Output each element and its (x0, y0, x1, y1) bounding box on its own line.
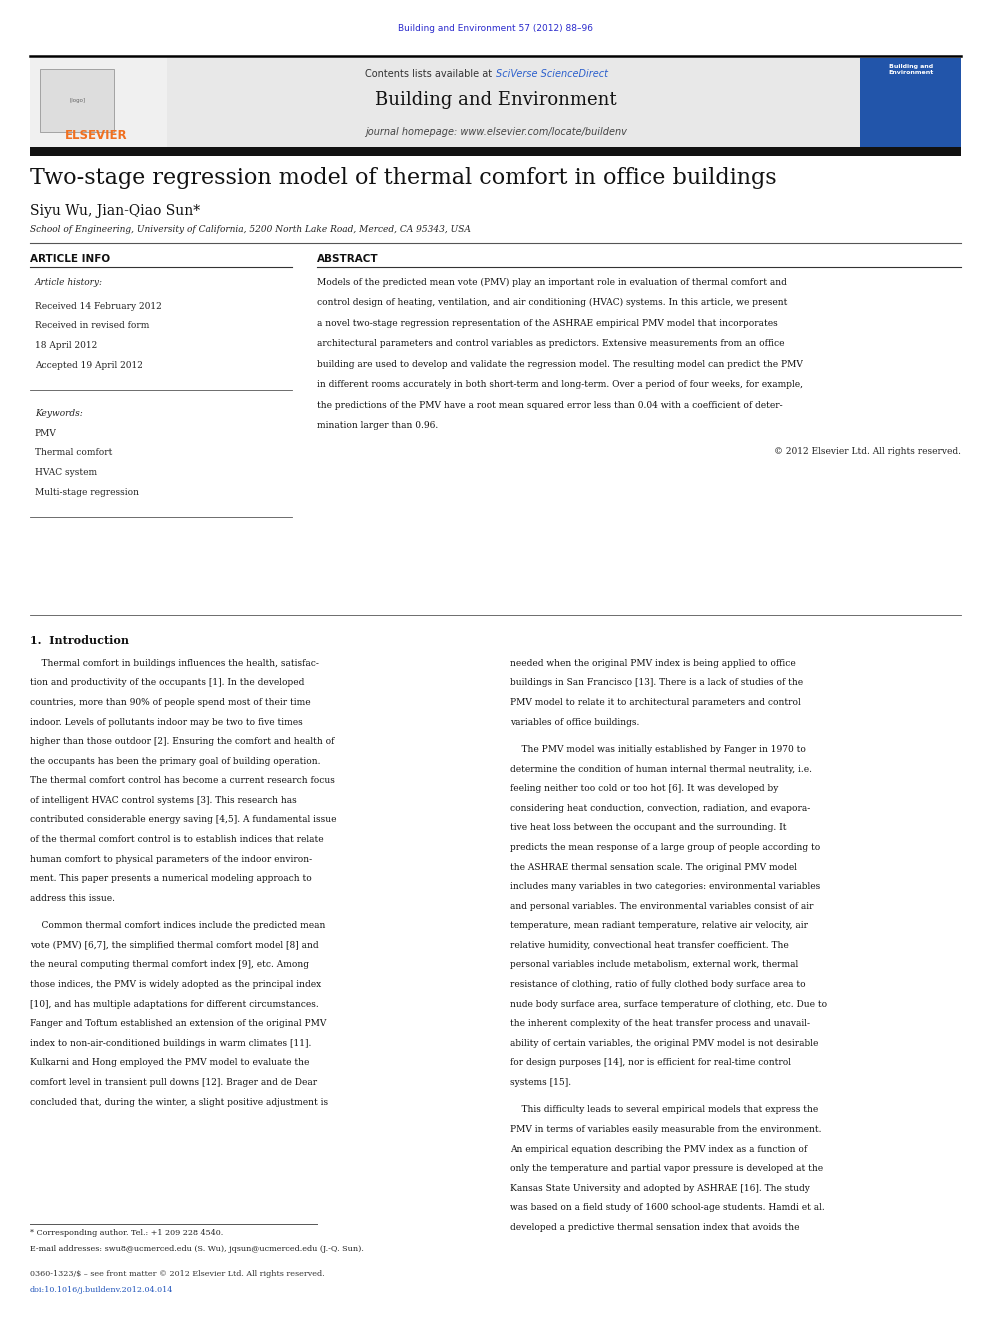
Text: Accepted 19 April 2012: Accepted 19 April 2012 (35, 361, 143, 370)
Bar (860, 58, 961, 148)
Text: Received 14 February 2012: Received 14 February 2012 (35, 302, 162, 311)
Text: address this issue.: address this issue. (30, 894, 115, 902)
Text: Kulkarni and Hong employed the PMV model to evaluate the: Kulkarni and Hong employed the PMV model… (30, 1058, 310, 1068)
Text: only the temperature and partial vapor pressure is developed at the: only the temperature and partial vapor p… (511, 1164, 823, 1174)
Text: concluded that, during the winter, a slight positive adjustment is: concluded that, during the winter, a sli… (30, 1098, 328, 1106)
Text: The thermal comfort control has become a current research focus: The thermal comfort control has become a… (30, 777, 334, 786)
Text: 0360-1323/$ – see front matter © 2012 Elsevier Ltd. All rights reserved.: 0360-1323/$ – see front matter © 2012 El… (30, 1270, 324, 1278)
Text: was based on a field study of 1600 school-age students. Hamdi et al.: was based on a field study of 1600 schoo… (511, 1204, 825, 1212)
Text: nude body surface area, surface temperature of clothing, etc. Due to: nude body surface area, surface temperat… (511, 1000, 827, 1008)
Text: Models of the predicted mean vote (PMV) play an important role in evaluation of : Models of the predicted mean vote (PMV) … (317, 278, 787, 287)
Text: the occupants has been the primary goal of building operation.: the occupants has been the primary goal … (30, 757, 320, 766)
Text: resistance of clothing, ratio of fully clothed body surface area to: resistance of clothing, ratio of fully c… (511, 980, 806, 990)
Text: index to non-air-conditioned buildings in warm climates [11].: index to non-air-conditioned buildings i… (30, 1039, 311, 1048)
Text: Keywords:: Keywords: (35, 409, 82, 418)
Text: and personal variables. The environmental variables consist of air: and personal variables. The environmenta… (511, 902, 813, 910)
Text: PMV in terms of variables easily measurable from the environment.: PMV in terms of variables easily measura… (511, 1125, 822, 1134)
Text: Fanger and Toftum established an extension of the original PMV: Fanger and Toftum established an extensi… (30, 1019, 326, 1028)
Text: SciVerse ScienceDirect: SciVerse ScienceDirect (496, 69, 607, 79)
Text: predicts the mean response of a large group of people according to: predicts the mean response of a large gr… (511, 843, 820, 852)
Text: the inherent complexity of the heat transfer process and unavail-: the inherent complexity of the heat tran… (511, 1019, 810, 1028)
Text: Building and Environment 57 (2012) 88–96: Building and Environment 57 (2012) 88–96 (398, 24, 593, 33)
Bar (30, 58, 167, 148)
Text: An empirical equation describing the PMV index as a function of: An empirical equation describing the PMV… (511, 1144, 807, 1154)
Text: contributed considerable energy saving [4,5]. A fundamental issue: contributed considerable energy saving [… (30, 815, 336, 824)
Text: ELSEVIER: ELSEVIER (64, 128, 127, 142)
Text: Multi-stage regression: Multi-stage regression (35, 488, 139, 497)
Text: ABSTRACT: ABSTRACT (317, 254, 379, 265)
Text: [10], and has multiple adaptations for different circumstances.: [10], and has multiple adaptations for d… (30, 1000, 318, 1008)
Text: in different rooms accurately in both short-term and long-term. Over a period of: in different rooms accurately in both sh… (317, 380, 804, 389)
Text: 1.  Introduction: 1. Introduction (30, 635, 129, 646)
Text: temperature, mean radiant temperature, relative air velocity, air: temperature, mean radiant temperature, r… (511, 921, 808, 930)
Text: ARTICLE INFO: ARTICLE INFO (30, 254, 110, 265)
Text: Building and Environment: Building and Environment (375, 91, 616, 110)
Text: mination larger than 0.96.: mination larger than 0.96. (317, 421, 438, 430)
Text: relative humidity, convectional heat transfer coefficient. The: relative humidity, convectional heat tra… (511, 941, 790, 950)
Text: the predictions of the PMV have a root mean squared error less than 0.04 with a : the predictions of the PMV have a root m… (317, 401, 783, 410)
Text: feeling neither too cold or too hot [6]. It was developed by: feeling neither too cold or too hot [6].… (511, 785, 779, 794)
Text: personal variables include metabolism, external work, thermal: personal variables include metabolism, e… (511, 960, 799, 970)
Text: Thermal comfort: Thermal comfort (35, 448, 112, 458)
Text: © 2012 Elsevier Ltd. All rights reserved.: © 2012 Elsevier Ltd. All rights reserved… (775, 447, 961, 456)
Text: * Corresponding author. Tel.: +1 209 228 4540.: * Corresponding author. Tel.: +1 209 228… (30, 1229, 223, 1237)
Text: tion and productivity of the occupants [1]. In the developed: tion and productivity of the occupants [… (30, 679, 305, 688)
Text: higher than those outdoor [2]. Ensuring the comfort and health of: higher than those outdoor [2]. Ensuring … (30, 737, 334, 746)
Text: developed a predictive thermal sensation index that avoids the: developed a predictive thermal sensation… (511, 1222, 800, 1232)
Text: considering heat conduction, convection, radiation, and evapora-: considering heat conduction, convection,… (511, 804, 810, 812)
Text: 18 April 2012: 18 April 2012 (35, 341, 97, 351)
Text: doi:10.1016/j.buildenv.2012.04.014: doi:10.1016/j.buildenv.2012.04.014 (30, 1286, 174, 1294)
Text: [logo]: [logo] (69, 98, 85, 103)
Text: ment. This paper presents a numerical modeling approach to: ment. This paper presents a numerical mo… (30, 875, 311, 884)
Text: a novel two-stage regression representation of the ASHRAE empirical PMV model th: a novel two-stage regression representat… (317, 319, 778, 328)
Text: Building and
Environment: Building and Environment (888, 64, 933, 74)
Text: The PMV model was initially established by Fanger in 1970 to: The PMV model was initially established … (511, 745, 806, 754)
Text: Article history:: Article history: (35, 278, 103, 287)
Text: those indices, the PMV is widely adopted as the principal index: those indices, the PMV is widely adopted… (30, 980, 321, 990)
Text: control design of heating, ventilation, and air conditioning (HVAC) systems. In : control design of heating, ventilation, … (317, 298, 788, 307)
Text: indoor. Levels of pollutants indoor may be two to five times: indoor. Levels of pollutants indoor may … (30, 717, 303, 726)
Text: buildings in San Francisco [13]. There is a lack of studies of the: buildings in San Francisco [13]. There i… (511, 679, 804, 688)
Text: Received in revised form: Received in revised form (35, 321, 149, 331)
Text: Thermal comfort in buildings influences the health, satisfac-: Thermal comfort in buildings influences … (30, 659, 318, 668)
Bar (30, 58, 961, 148)
Text: vote (PMV) [6,7], the simplified thermal comfort model [8] and: vote (PMV) [6,7], the simplified thermal… (30, 941, 318, 950)
Text: School of Engineering, University of California, 5200 North Lake Road, Merced, C: School of Engineering, University of Cal… (30, 225, 470, 234)
Text: building are used to develop and validate the regression model. The resulting mo: building are used to develop and validat… (317, 360, 804, 369)
Text: of the thermal comfort control is to establish indices that relate: of the thermal comfort control is to est… (30, 835, 323, 844)
Text: E-mail addresses: swu8@ucmerced.edu (S. Wu), jqsun@ucmerced.edu (J.-Q. Sun).: E-mail addresses: swu8@ucmerced.edu (S. … (30, 1245, 364, 1253)
Text: Common thermal comfort indices include the predicted mean: Common thermal comfort indices include t… (30, 921, 325, 930)
Bar (40, 69, 114, 132)
Text: architectural parameters and control variables as predictors. Extensive measurem: architectural parameters and control var… (317, 339, 785, 348)
Text: human comfort to physical parameters of the indoor environ-: human comfort to physical parameters of … (30, 855, 311, 864)
Text: ability of certain variables, the original PMV model is not desirable: ability of certain variables, the origin… (511, 1039, 818, 1048)
Text: comfort level in transient pull downs [12]. Brager and de Dear: comfort level in transient pull downs [1… (30, 1078, 316, 1088)
Text: This difficulty leads to several empirical models that express the: This difficulty leads to several empiric… (511, 1106, 818, 1114)
Text: systems [15].: systems [15]. (511, 1078, 571, 1088)
Text: countries, more than 90% of people spend most of their time: countries, more than 90% of people spend… (30, 699, 310, 706)
Text: the ASHRAE thermal sensation scale. The original PMV model: the ASHRAE thermal sensation scale. The … (511, 863, 798, 872)
Text: Two-stage regression model of thermal comfort in office buildings: Two-stage regression model of thermal co… (30, 167, 777, 189)
Text: includes many variables in two categories: environmental variables: includes many variables in two categorie… (511, 882, 820, 892)
Bar (30, 147, 961, 156)
Text: HVAC system: HVAC system (35, 468, 97, 478)
Text: Contents lists available at: Contents lists available at (365, 69, 496, 79)
Text: tive heat loss between the occupant and the surrounding. It: tive heat loss between the occupant and … (511, 823, 787, 832)
Text: PMV: PMV (35, 429, 57, 438)
Text: needed when the original PMV index is being applied to office: needed when the original PMV index is be… (511, 659, 797, 668)
Text: for design purposes [14], nor is efficient for real-time control: for design purposes [14], nor is efficie… (511, 1058, 792, 1068)
Text: Kansas State University and adopted by ASHRAE [16]. The study: Kansas State University and adopted by A… (511, 1184, 810, 1193)
Text: of intelligent HVAC control systems [3]. This research has: of intelligent HVAC control systems [3].… (30, 796, 297, 804)
Text: variables of office buildings.: variables of office buildings. (511, 717, 640, 726)
Text: journal homepage: www.elsevier.com/locate/buildenv: journal homepage: www.elsevier.com/locat… (365, 127, 627, 138)
Text: Siyu Wu, Jian-Qiao Sun*: Siyu Wu, Jian-Qiao Sun* (30, 204, 199, 218)
Text: PMV model to relate it to architectural parameters and control: PMV model to relate it to architectural … (511, 699, 802, 706)
Text: determine the condition of human internal thermal neutrality, i.e.: determine the condition of human interna… (511, 765, 812, 774)
Text: the neural computing thermal comfort index [9], etc. Among: the neural computing thermal comfort ind… (30, 960, 309, 970)
